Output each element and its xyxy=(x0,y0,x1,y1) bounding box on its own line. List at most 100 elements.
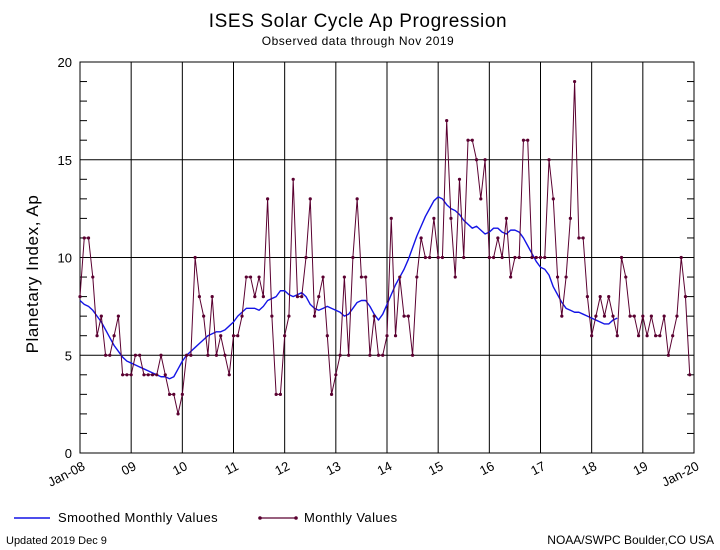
monthly-data-point xyxy=(577,236,581,240)
monthly-data-point xyxy=(338,353,342,357)
monthly-data-point xyxy=(573,79,577,84)
monthly-data-point xyxy=(590,334,594,338)
monthly-values-line xyxy=(79,81,691,415)
series-layer xyxy=(78,79,692,416)
monthly-values-series xyxy=(78,79,692,416)
monthly-data-point xyxy=(683,295,688,299)
monthly-data-point xyxy=(227,373,231,377)
monthly-data-point xyxy=(334,373,338,377)
monthly-data-point xyxy=(568,216,572,220)
x-tick-label: 10 xyxy=(170,458,190,478)
monthly-data-point xyxy=(671,334,675,338)
monthly-data-point xyxy=(607,295,611,299)
monthly-data-point xyxy=(474,158,479,162)
monthly-data-point xyxy=(342,275,346,279)
monthly-data-point xyxy=(611,314,615,318)
y-tick-label: 15 xyxy=(58,153,72,168)
monthly-data-point xyxy=(108,353,112,357)
monthly-data-point xyxy=(449,216,453,220)
y-tick-label: 5 xyxy=(65,348,72,363)
monthly-data-point xyxy=(470,138,474,142)
x-tick-label: 12 xyxy=(272,458,292,478)
monthly-data-point xyxy=(419,236,423,240)
monthly-data-point xyxy=(624,275,628,279)
monthly-data-point xyxy=(257,275,261,279)
monthly-data-point xyxy=(602,314,607,318)
monthly-data-point xyxy=(487,255,491,260)
monthly-data-point xyxy=(125,373,129,377)
legend-monthly-marker-right xyxy=(294,516,298,520)
monthly-data-point xyxy=(138,353,142,357)
monthly-data-point xyxy=(295,295,300,299)
monthly-data-point xyxy=(197,295,201,299)
monthly-data-point xyxy=(543,255,547,260)
monthly-data-point xyxy=(82,236,86,240)
monthly-data-point xyxy=(415,275,419,279)
monthly-data-point xyxy=(555,275,560,279)
monthly-data-point xyxy=(150,373,155,377)
monthly-data-point xyxy=(521,138,526,142)
y-axis-label: Planetary Index, Ap xyxy=(23,195,42,354)
monthly-data-point xyxy=(283,334,287,338)
monthly-data-point xyxy=(628,314,632,318)
chart-title: ISES Solar Cycle Ap Progression xyxy=(209,11,507,32)
monthly-data-point xyxy=(172,392,176,396)
monthly-data-point xyxy=(658,334,662,338)
monthly-data-point xyxy=(432,216,436,220)
monthly-data-point xyxy=(509,275,513,279)
monthly-data-point xyxy=(210,295,214,299)
monthly-data-point xyxy=(662,314,666,318)
x-tick-label: 09 xyxy=(119,458,139,478)
monthly-data-point xyxy=(594,314,598,318)
legend-smoothed-label: Smoothed Monthly Values xyxy=(58,510,218,525)
monthly-data-point xyxy=(398,275,402,279)
smoothed-values-line xyxy=(79,196,618,380)
y-tick-labels: 0 5 10 15 20 xyxy=(58,55,72,461)
monthly-data-point xyxy=(278,392,283,396)
monthly-data-point xyxy=(641,314,645,318)
monthly-data-point xyxy=(675,314,679,318)
monthly-data-point xyxy=(359,275,364,279)
monthly-data-point xyxy=(483,158,487,162)
monthly-data-point xyxy=(236,334,240,338)
monthly-data-point xyxy=(116,314,120,318)
monthly-data-point xyxy=(176,412,180,416)
monthly-data-point xyxy=(457,177,462,181)
monthly-data-point xyxy=(679,255,683,260)
monthly-data-point xyxy=(325,334,329,338)
monthly-data-point xyxy=(202,314,206,318)
monthly-data-point xyxy=(462,255,466,260)
monthly-data-point xyxy=(402,314,406,318)
monthly-data-point xyxy=(223,353,227,357)
monthly-data-point xyxy=(355,197,359,201)
monthly-data-point xyxy=(491,255,496,260)
monthly-data-point xyxy=(274,392,278,396)
monthly-data-point xyxy=(133,353,138,357)
monthly-data-point xyxy=(155,373,159,377)
monthly-data-point xyxy=(184,353,189,357)
monthly-data-point xyxy=(632,314,636,318)
monthly-data-point xyxy=(389,216,393,220)
monthly-data-point xyxy=(142,373,146,377)
monthly-data-point xyxy=(560,314,564,318)
monthly-data-point xyxy=(551,197,555,201)
monthly-data-point xyxy=(504,216,508,220)
monthly-data-point xyxy=(534,255,538,260)
monthly-data-point xyxy=(214,353,219,357)
x-tick-label: 19 xyxy=(630,458,650,478)
monthly-data-point xyxy=(393,334,398,338)
monthly-data-point xyxy=(496,236,500,240)
monthly-data-point xyxy=(129,373,133,377)
monthly-data-point xyxy=(266,197,270,201)
x-tick-labels: Jan-08 09 10 11 12 13 14 15 16 17 18 19 Jan-20 xyxy=(45,458,701,489)
monthly-data-point xyxy=(364,275,368,279)
x-tick-label: 16 xyxy=(477,458,497,478)
monthly-data-point xyxy=(581,236,585,240)
monthly-data-point xyxy=(517,255,521,260)
monthly-data-point xyxy=(530,255,534,260)
monthly-data-point xyxy=(428,255,432,260)
monthly-data-point xyxy=(598,295,602,299)
monthly-data-point xyxy=(159,353,163,357)
monthly-data-point xyxy=(248,275,253,279)
monthly-data-point xyxy=(329,392,334,396)
